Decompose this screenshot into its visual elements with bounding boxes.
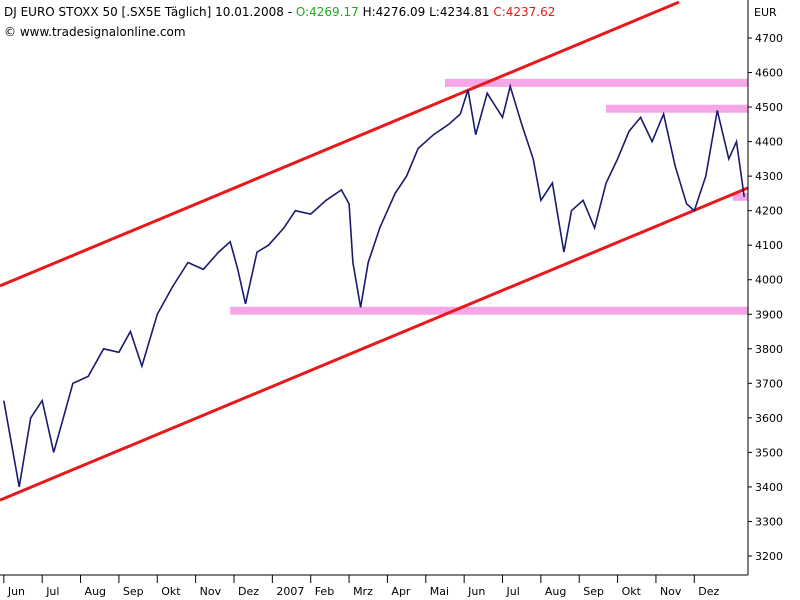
chart-title: DJ EURO STOXX 50 [.SX5E Täglich] (4, 5, 211, 19)
y-tick-label: 3500 (755, 446, 783, 459)
x-tick-label: Sep (123, 585, 144, 598)
x-tick-label: Mai (430, 585, 449, 598)
y-tick-label: 4100 (755, 239, 783, 252)
x-tick-label: Nov (660, 585, 682, 598)
x-tick-label: Okt (161, 585, 181, 598)
y-tick-label: 3600 (755, 412, 783, 425)
y-tick-label: 4000 (755, 274, 783, 287)
y-tick-label: 4300 (755, 170, 783, 183)
y-tick-label: 4600 (755, 67, 783, 80)
x-tick-label: Sep (583, 585, 604, 598)
price-line (3, 83, 745, 488)
trend-line (0, 0, 680, 288)
high: H:4276.09 (363, 5, 426, 19)
y-tick-label: 3400 (755, 481, 783, 494)
y-tick-label: 3900 (755, 308, 783, 321)
x-tick-label: Feb (315, 585, 334, 598)
x-tick-label: Aug (545, 585, 566, 598)
x-tick-label: Jul (506, 585, 520, 598)
y-tick-label: 3700 (755, 377, 783, 390)
x-tick-label: Jun (7, 585, 25, 598)
y-unit: EUR (754, 6, 777, 19)
x-tick-label: Jul (45, 585, 59, 598)
y-tick-label: 3200 (755, 550, 783, 563)
date: 10.01.2008 - (215, 5, 292, 19)
trend-line (0, 186, 749, 502)
y-tick-label: 4500 (755, 101, 783, 114)
chart-header: DJ EURO STOXX 50 [.SX5E Täglich] 10.01.2… (4, 5, 555, 19)
y-tick-label: 3800 (755, 343, 783, 356)
open: O:4269.17 (296, 5, 359, 19)
x-tick-label: Dez (698, 585, 719, 598)
x-tick-label: Apr (391, 585, 411, 598)
x-tick-label: Mrz (353, 585, 373, 598)
x-tick-label: Okt (622, 585, 642, 598)
y-tick-label: 4200 (755, 205, 783, 218)
source: © www.tradesignalonline.com (4, 25, 186, 39)
y-tick-label: 4400 (755, 136, 783, 149)
x-tick-label: Aug (85, 585, 106, 598)
x-tick-label: 2007 (276, 585, 304, 598)
x-tick-label: Dez (238, 585, 259, 598)
y-tick-label: 3300 (755, 515, 783, 528)
close: C:4237.62 (493, 5, 555, 19)
low: L:4234.81 (429, 5, 489, 19)
x-tick-label: Jun (467, 585, 485, 598)
x-tick-label: Nov (200, 585, 222, 598)
y-tick-label: 4700 (755, 32, 783, 45)
